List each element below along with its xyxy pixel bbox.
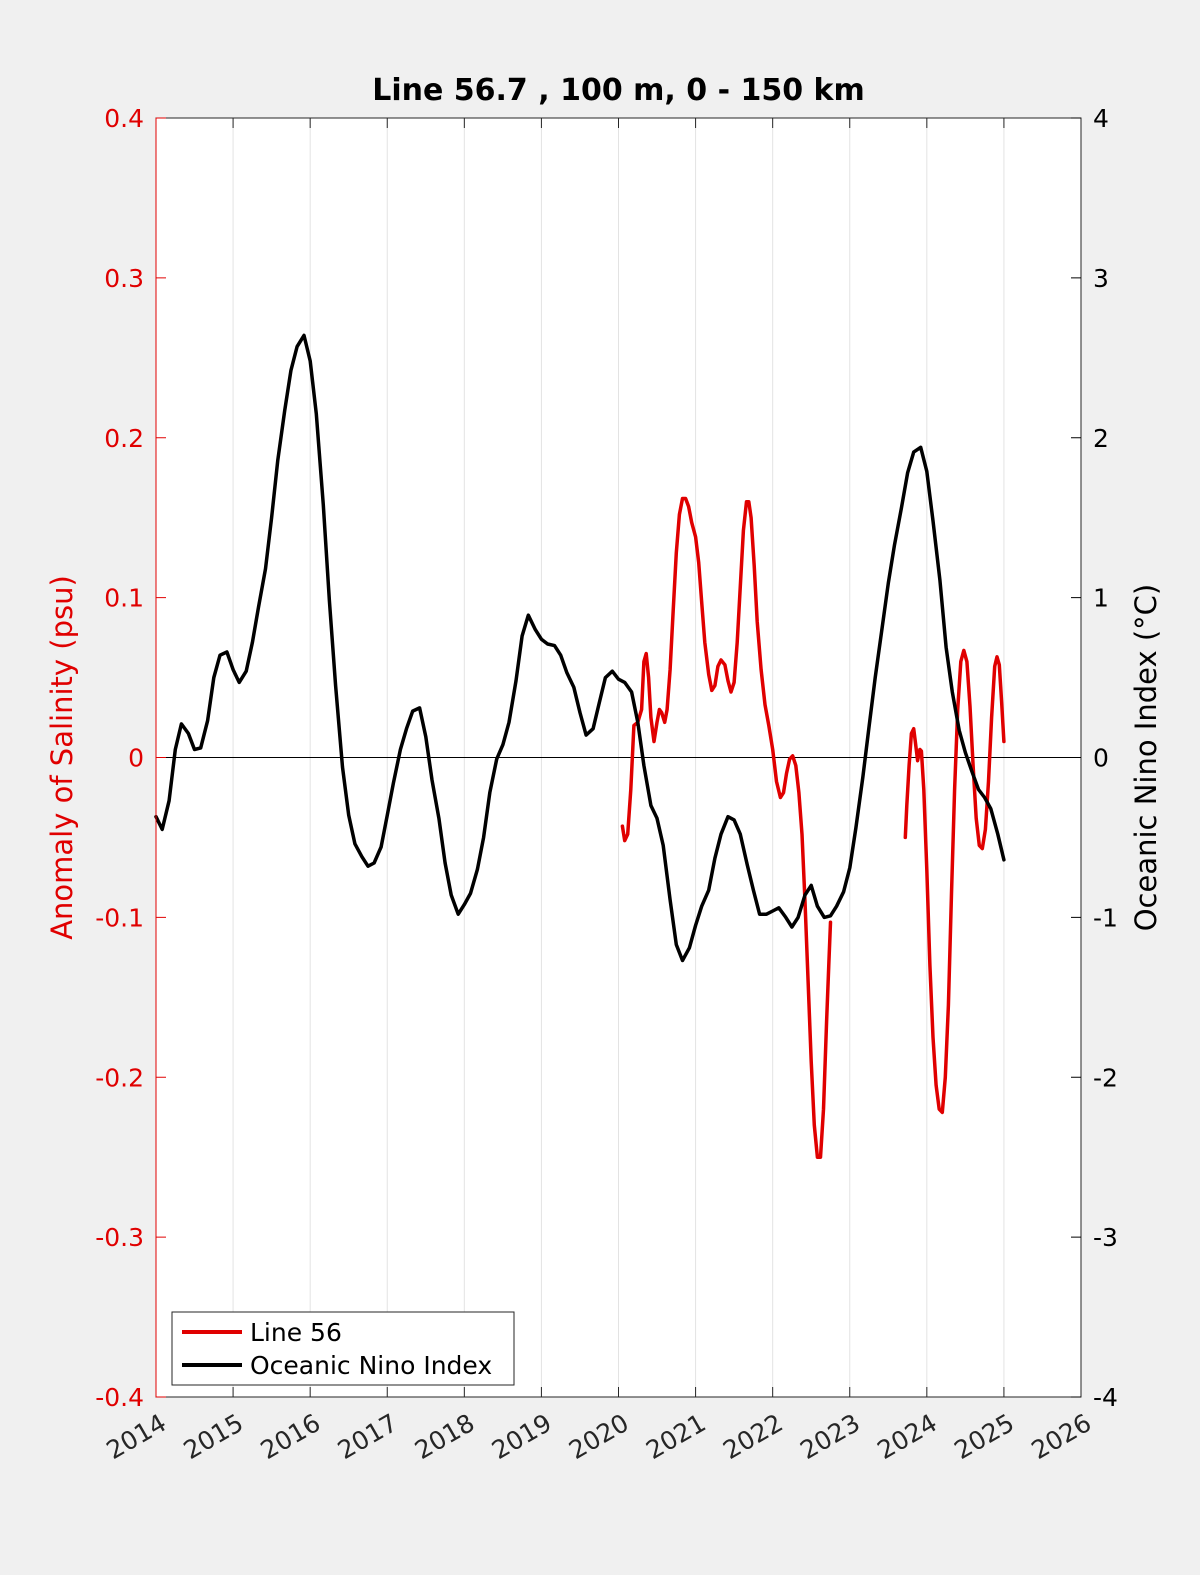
y-left-tick-label: 0.3 [104, 264, 144, 293]
y-left-tick-label: -0.3 [95, 1223, 144, 1252]
series-line-56-segment-0 [620, 496, 833, 1159]
y-left-tick-label: 0.1 [104, 584, 144, 613]
y-right-tick-label: -2 [1093, 1063, 1118, 1092]
series-oni-segment-0 [154, 333, 1006, 963]
y-left-tick-label: -0.1 [95, 903, 144, 932]
legend: Line 56 Oceanic Nino Index [171, 1311, 515, 1386]
x-tick-label: 2025 [949, 1408, 1019, 1465]
x-tick-label: 2014 [102, 1408, 172, 1465]
x-tick-label: 2023 [795, 1408, 865, 1465]
series-line-56-segment-1 [903, 648, 1006, 1115]
legend-box [171, 1311, 515, 1386]
y-left-tick-label: 0.4 [104, 104, 144, 133]
x-tick-label: 2022 [718, 1408, 788, 1465]
axis-ticks: 2014 2015 2016 2017 2018 2019 2020 2021 2022 2023… [95, 104, 1118, 1465]
x-tick-label: 2020 [564, 1408, 634, 1465]
x-tick-label: 2026 [1027, 1408, 1097, 1465]
y-left-tick-label: 0 [128, 744, 144, 773]
y-left-tick-label: -0.4 [95, 1383, 144, 1412]
y-axis-label-left: Anomaly of Salinity (psu) [45, 575, 79, 940]
y-left-tick-label: 0.2 [104, 424, 144, 453]
y-left-tick-label: -0.2 [95, 1063, 144, 1092]
legend-label-oni: Oceanic Nino Index [250, 1351, 492, 1380]
x-tick-label: 2024 [872, 1408, 942, 1465]
y-right-tick-label: -4 [1093, 1383, 1118, 1412]
x-tick-label: 2017 [333, 1408, 403, 1465]
legend-label-line-56: Line 56 [250, 1318, 342, 1347]
y-right-tick-label: 1 [1093, 584, 1109, 613]
x-tick-label: 2015 [179, 1408, 249, 1465]
y-right-tick-label: 2 [1093, 424, 1109, 453]
y-right-tick-label: -1 [1093, 903, 1118, 932]
grid-lines [156, 118, 1081, 1397]
chart-title: Line 56.7 , 100 m, 0 - 150 km [372, 73, 865, 108]
y-axis-label-right: Oceanic Nino Index (°C) [1129, 584, 1163, 932]
y-right-tick-label: 0 [1093, 744, 1109, 773]
x-tick-label: 2018 [410, 1408, 480, 1465]
x-tick-label: 2016 [256, 1408, 326, 1465]
x-tick-label: 2021 [641, 1408, 711, 1465]
series-layer [154, 333, 1006, 1159]
y-right-tick-label: -3 [1093, 1223, 1118, 1252]
x-tick-label: 2019 [487, 1408, 557, 1465]
y-right-tick-label: 4 [1093, 104, 1109, 133]
y-right-tick-label: 3 [1093, 264, 1109, 293]
